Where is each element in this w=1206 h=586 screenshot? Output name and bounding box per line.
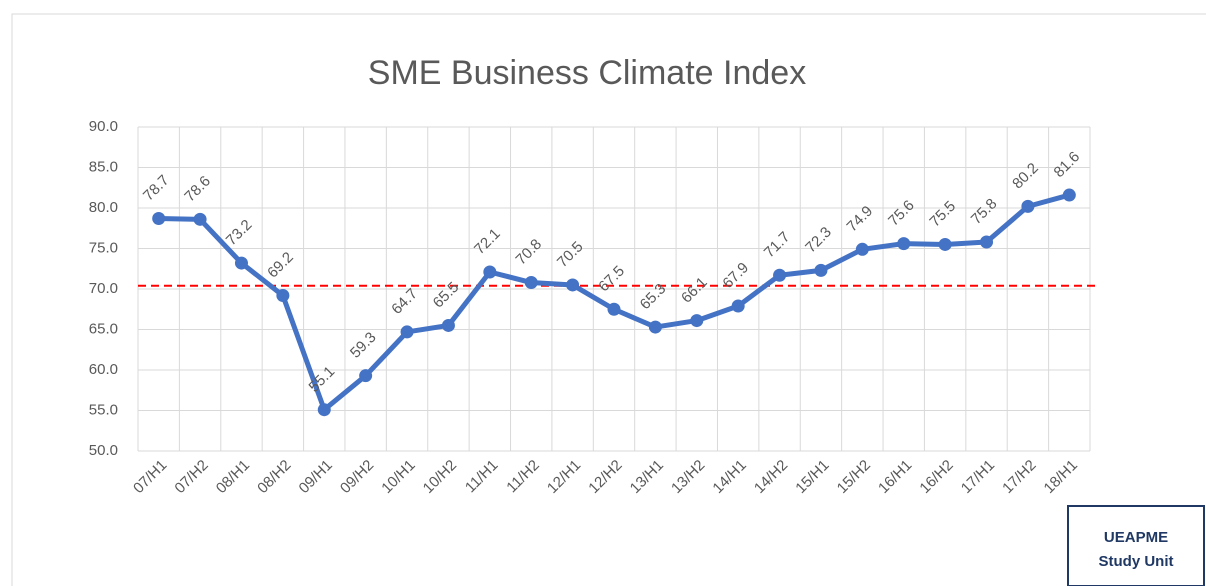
point [400, 325, 414, 339]
y-tick-label: 75.0 [89, 239, 118, 256]
point [690, 314, 704, 328]
y-tick-label: 65.0 [89, 320, 118, 337]
point [607, 302, 621, 316]
point [980, 235, 994, 249]
point [359, 369, 373, 383]
source-box [1067, 505, 1205, 586]
point [276, 288, 290, 302]
point [1021, 199, 1035, 213]
point [317, 403, 331, 417]
y-tick-label: 90.0 [89, 118, 118, 135]
point [152, 212, 166, 226]
point [938, 237, 952, 251]
y-tick-label: 80.0 [89, 199, 118, 216]
chart-border [11, 13, 1206, 586]
point [897, 237, 911, 251]
point [1062, 188, 1076, 202]
y-tick-label: 70.0 [89, 280, 118, 297]
point [566, 278, 580, 292]
source-text: Study Unit [1099, 553, 1174, 570]
y-tick-label: 85.0 [89, 158, 118, 175]
source-text: UEAPME [1104, 529, 1168, 546]
chart-title: SME Business Climate Index [368, 54, 806, 92]
point [483, 265, 497, 279]
point [524, 276, 538, 290]
point [648, 320, 662, 334]
point [193, 212, 207, 226]
point [234, 256, 248, 270]
y-tick-label: 55.0 [89, 401, 118, 418]
y-tick-label: 50.0 [89, 442, 118, 459]
point [773, 268, 787, 282]
point [855, 242, 869, 256]
point [441, 318, 455, 332]
y-tick-label: 60.0 [89, 361, 118, 378]
point [814, 263, 828, 277]
point [731, 299, 745, 313]
